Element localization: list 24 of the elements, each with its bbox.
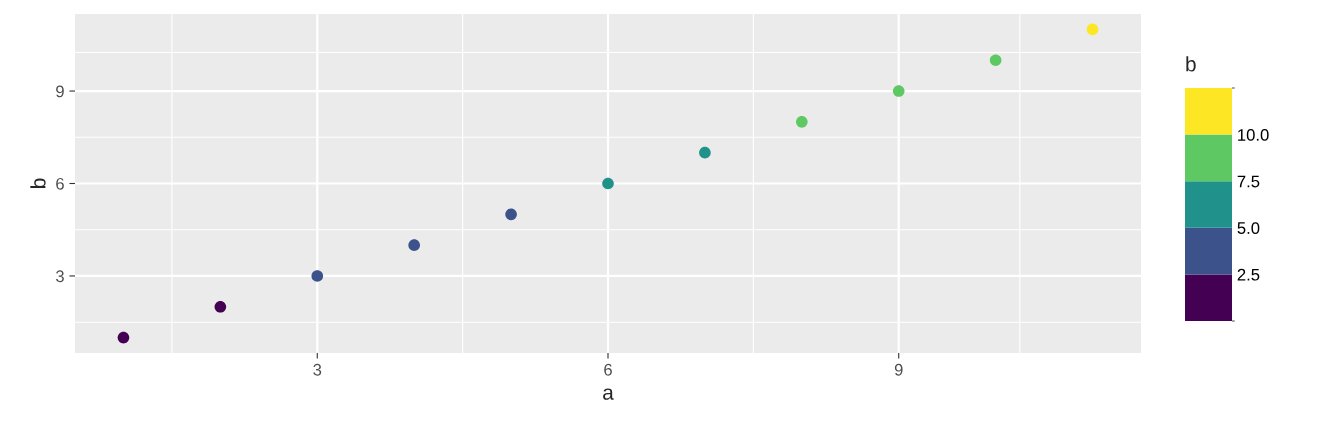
point [311,270,324,282]
y-tick-label: 3 [55,270,64,283]
point [505,208,517,221]
x-axis-title: a [603,388,614,400]
point [408,239,420,251]
x-tick-label: 3 [313,363,322,376]
color-bar-label: 10.0 [1238,129,1269,141]
point [989,54,1002,67]
color-bar-label: 2.5 [1237,268,1260,281]
point [796,116,808,128]
x-tick-label: 9 [894,363,903,376]
point [214,300,227,313]
y-tick-label: 9 [56,85,64,98]
color-bar-label: 7.5 [1237,175,1260,188]
point [699,146,711,159]
point [1086,23,1099,36]
color-bar-title: b [1186,56,1196,72]
color-bar-label: 5.0 [1237,222,1260,234]
y-tick-label: 6 [56,177,64,190]
point [602,177,614,190]
point [892,85,905,97]
x-tick-label: 6 [604,363,612,376]
point [117,331,130,344]
y-axis-title: b [30,178,46,188]
